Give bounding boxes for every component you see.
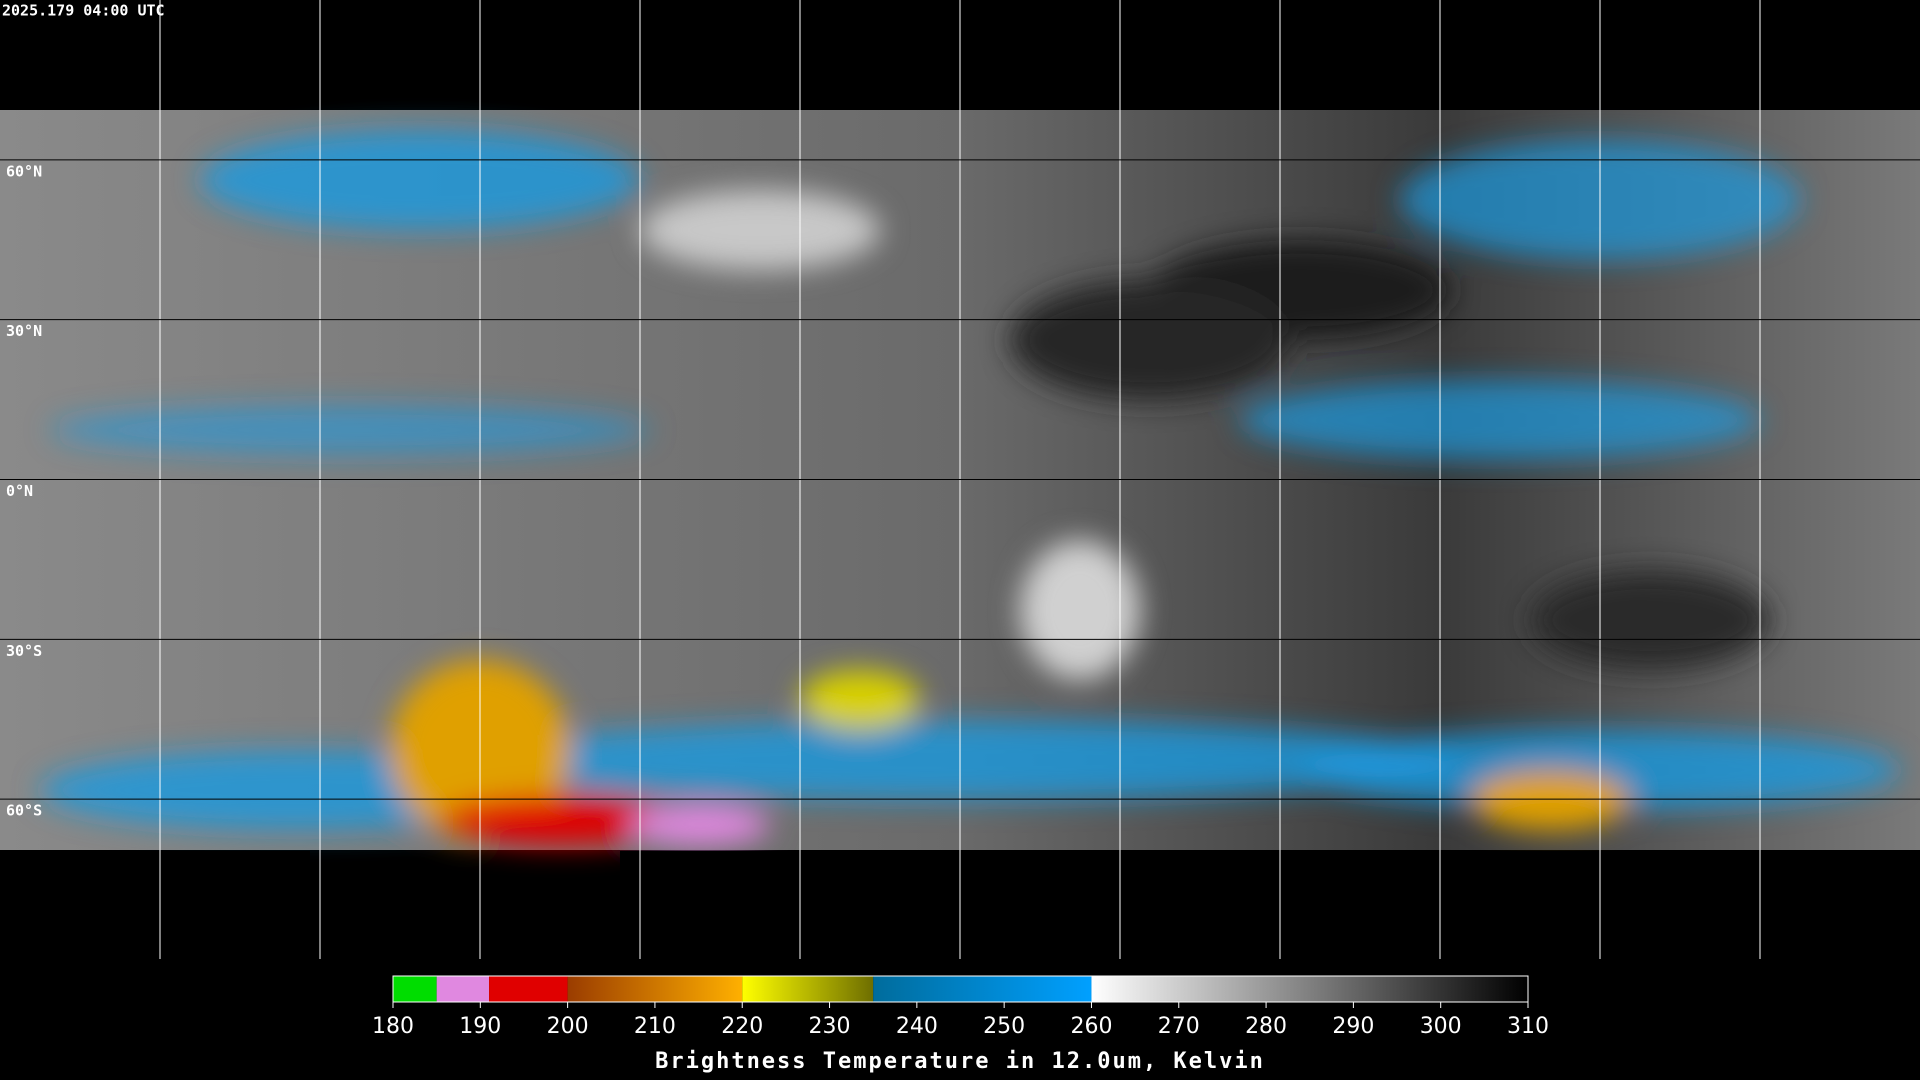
colorbar-tick-label: 250 [983,1014,1025,1039]
colorbar-tick-label: 210 [634,1014,676,1039]
lat-label: 0°N [6,482,33,500]
colorbar-tick-label: 180 [372,1014,414,1039]
lat-label: 60°S [6,802,42,820]
colorbar-tick-label: 220 [721,1014,763,1039]
colorbar-title: Brightness Temperature in 12.0um, Kelvin [655,1049,1265,1074]
colorbar-tick-label: 190 [459,1014,501,1039]
colorbar-tick-label: 270 [1158,1014,1200,1039]
colorbar-tick-label: 280 [1245,1014,1287,1039]
timestamp: 2025.179 04:00 UTC [2,2,165,20]
colorbar-segment [567,976,743,1002]
colorbar-tick-label: 300 [1420,1014,1462,1039]
colorbar-segment [436,976,490,1002]
colorbar-tick-label: 200 [547,1014,589,1039]
lat-label: 30°N [6,322,42,340]
colorbar-tick-label: 230 [809,1014,851,1039]
colorbar-segment [393,976,437,1002]
colorbar-segment [873,976,1092,1002]
colorbar-frame [392,975,1529,1003]
colorbar-tick-label: 310 [1507,1014,1549,1039]
colorbar-segment [1091,976,1528,1002]
lat-label: 60°N [6,162,42,180]
colorbar-tick-label: 260 [1070,1014,1112,1039]
colorbar-tick-label: 290 [1332,1014,1374,1039]
colorbar-segment [742,976,874,1002]
colorbar-tick-label: 240 [896,1014,938,1039]
lat-label: 30°S [6,642,42,660]
colorbar-segment [489,976,568,1002]
